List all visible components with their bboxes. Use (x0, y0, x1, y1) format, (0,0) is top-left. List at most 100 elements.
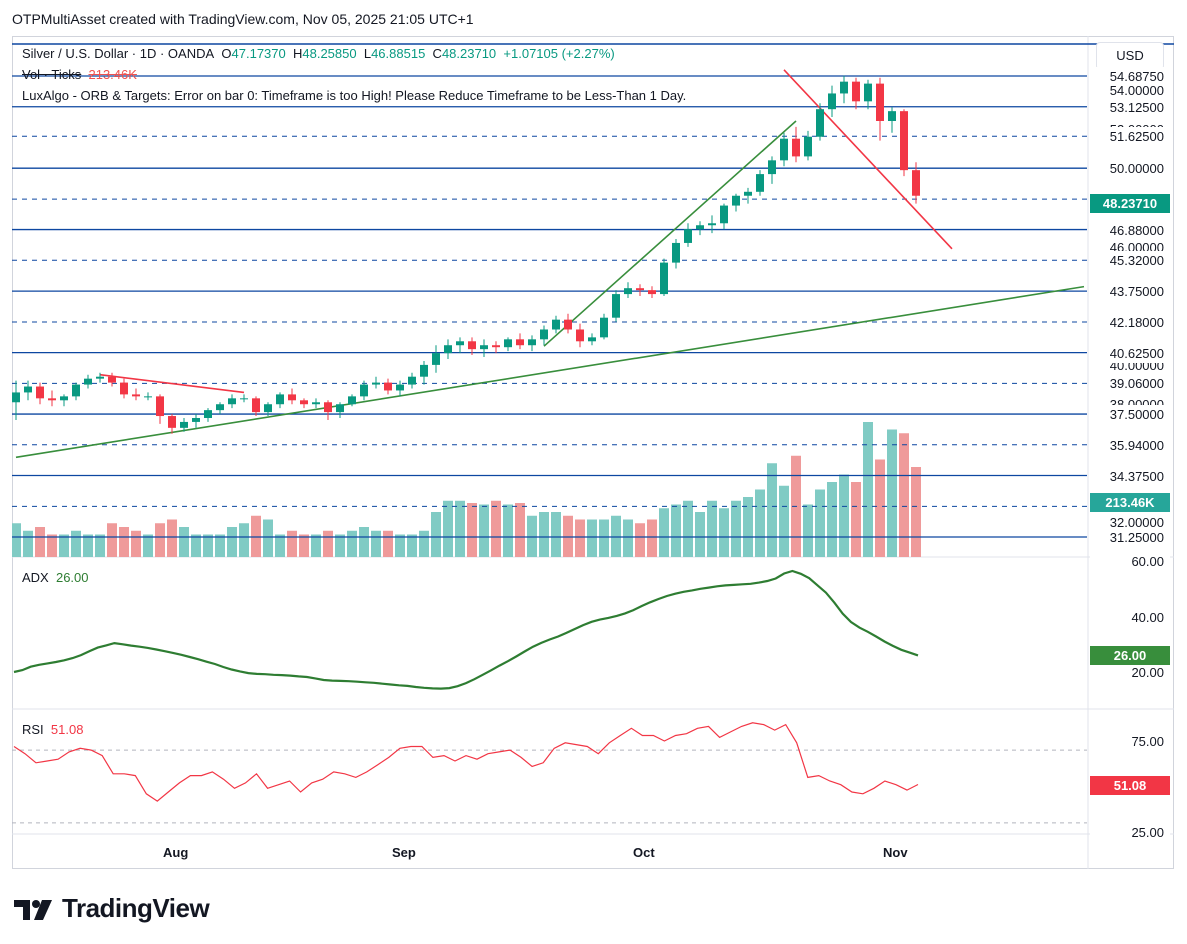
volume-bar (575, 519, 585, 557)
candle-body (144, 396, 152, 398)
candle-body (456, 341, 464, 346)
candle-body (516, 339, 524, 346)
candle-body (552, 319, 560, 330)
candle-body (300, 400, 308, 405)
candle-body (468, 341, 476, 350)
level-label: 45.32000 (1090, 251, 1170, 271)
rsi-line (13, 722, 919, 802)
volume-bar (347, 530, 357, 557)
tradingview-logo[interactable]: TradingView (14, 893, 210, 924)
adx-current-badge: 26.00 (1090, 646, 1170, 666)
level-label: 34.37500 (1090, 466, 1170, 486)
legend-close: 48.23710 (441, 46, 497, 61)
volume-bar (191, 534, 201, 557)
volume-bar (767, 463, 777, 557)
x-tick-nov: Nov (883, 845, 908, 860)
rsi-tick-label: 75.00 (1090, 732, 1170, 751)
candle-body (72, 384, 80, 397)
currency-button[interactable]: USD (1096, 42, 1164, 70)
candle-body (720, 205, 728, 224)
candle-body (696, 225, 704, 230)
adx-tick-label: 60.00 (1090, 552, 1170, 571)
level-label: 37.50000 (1090, 405, 1170, 425)
volume-bar (359, 527, 369, 557)
chart-canvas[interactable] (12, 36, 1174, 869)
candle-body (252, 398, 260, 413)
level-label: 50.00000 (1090, 159, 1170, 179)
level-label: 35.94000 (1090, 435, 1170, 455)
volume-bar (311, 534, 321, 557)
volume-legend: Vol · Ticks 213.46K (22, 67, 137, 82)
candle-body (780, 138, 788, 161)
x-tick-oct: Oct (633, 845, 655, 860)
candle-body (504, 339, 512, 348)
volume-bar (743, 497, 753, 557)
volume-bar (731, 500, 741, 557)
candle-body (60, 396, 68, 401)
level-label: 39.06000 (1090, 374, 1170, 394)
volume-bar (911, 467, 921, 557)
candle-body (684, 229, 692, 243)
level-label: 46.88000 (1090, 220, 1170, 240)
candle-body (168, 416, 176, 428)
volume-bar (383, 530, 393, 557)
tradingview-logo-icon (14, 896, 56, 922)
volume-bar (503, 504, 513, 557)
adx-line (13, 569, 919, 690)
candle-body (108, 376, 116, 383)
candle-body (36, 386, 44, 399)
trendline (99, 373, 245, 394)
candle-body (624, 288, 632, 295)
volume-bar (203, 534, 213, 557)
x-tick-sep: Sep (392, 845, 416, 860)
indicator-legend[interactable]: LuxAlgo - ORB & Targets: Error on bar 0:… (22, 88, 687, 103)
volume-bar (779, 485, 789, 557)
adx-legend-title[interactable]: ADX (22, 570, 49, 585)
volume-bar (47, 534, 57, 557)
level-label: 53.12500 (1090, 97, 1170, 117)
candle-body (648, 290, 656, 295)
candle-body (420, 364, 428, 377)
candle-body (804, 136, 812, 157)
candle-body (828, 93, 836, 110)
legend-low-label: L (363, 46, 372, 61)
volume-bar (683, 500, 693, 557)
level-label: 42.18000 (1090, 313, 1170, 332)
candle-body (120, 382, 128, 395)
adx-legend: ADX 26.00 (22, 570, 89, 585)
candle-body (228, 398, 236, 405)
volume-bar (599, 519, 609, 557)
rsi-legend-title[interactable]: RSI (22, 722, 44, 737)
volume-bar (803, 504, 813, 557)
volume-bar (671, 504, 681, 557)
legend-high-label: H (292, 46, 303, 61)
volume-bar (719, 508, 729, 557)
volume-bar (179, 527, 189, 557)
volume-bar (335, 534, 345, 557)
candle-body (852, 81, 860, 102)
candle-body (816, 109, 824, 137)
candle-body (564, 319, 572, 330)
candle-body (12, 392, 20, 403)
level-label: 40.62500 (1090, 343, 1170, 363)
candle-body (384, 382, 392, 391)
candle-body (756, 174, 764, 192)
candle-body (24, 386, 32, 393)
legend-high: 48.25850 (302, 46, 357, 61)
trendline (15, 285, 1085, 459)
rsi-legend: RSI 51.08 (22, 722, 83, 737)
volume-bar (431, 512, 441, 557)
y-tick-label: 32.00000 (1090, 513, 1170, 533)
level-label: 54.68750 (1090, 67, 1170, 86)
legend-open: 47.17370 (231, 46, 286, 61)
level-label: 51.62500 (1090, 127, 1170, 147)
volume-bar (275, 534, 285, 557)
volume-bar (395, 534, 405, 557)
candle-body (156, 396, 164, 417)
volume-legend-label[interactable]: Vol · Ticks (22, 67, 82, 82)
level-label: 43.75000 (1090, 282, 1170, 302)
legend-symbol[interactable]: Silver / U.S. Dollar · 1D · OANDA (22, 46, 215, 61)
candle-body (840, 81, 848, 94)
candle-body (636, 288, 644, 291)
volume-bar (839, 474, 849, 557)
